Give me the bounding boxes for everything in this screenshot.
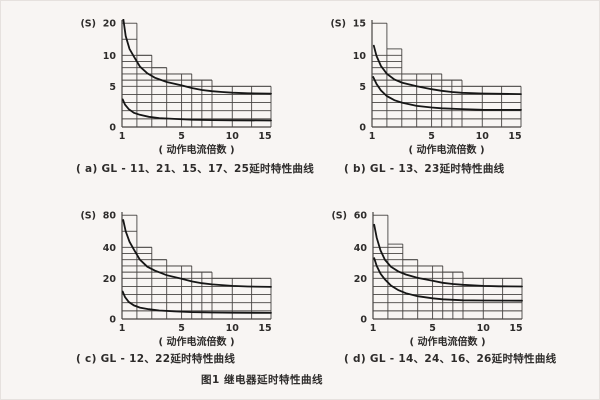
svg-text:15: 15 [509, 323, 522, 334]
chart-caption-a: ( a) GL - 11、21、15、17、25延时特性曲线 [76, 163, 315, 175]
svg-text:1: 1 [370, 323, 377, 334]
svg-text:15: 15 [258, 323, 271, 334]
y-unit-label: (S) [80, 19, 96, 30]
svg-text:5: 5 [428, 131, 435, 142]
svg-text:0: 0 [109, 123, 116, 134]
svg-text:10: 10 [103, 51, 117, 62]
curve-lower [122, 98, 272, 122]
axes [121, 20, 271, 128]
step-envelope [122, 214, 271, 279]
x-axis-title: ( 动作电流倍数 ) [408, 143, 484, 156]
svg-text:5: 5 [109, 82, 116, 93]
grid [372, 23, 522, 127]
y-unit-label: (S) [331, 211, 347, 222]
svg-text:40: 40 [354, 243, 368, 254]
svg-text:10: 10 [226, 323, 240, 334]
svg-text:5: 5 [359, 82, 366, 93]
curve-upper [372, 44, 522, 95]
curve-lower [122, 290, 272, 314]
svg-text:5: 5 [178, 131, 185, 142]
svg-text:10: 10 [476, 131, 490, 142]
curve-upper [122, 19, 272, 95]
svg-text:20: 20 [103, 19, 117, 30]
chart-panel-d: 0 20 40 60 1 5 10 15 (S)( 动作电流倍数 ) [311, 200, 543, 356]
svg-text:40: 40 [103, 243, 117, 254]
figure-title: 图1 继电器延时特性曲线 [201, 374, 323, 386]
step-envelope [372, 22, 521, 87]
curve-upper [373, 223, 523, 288]
svg-text:80: 80 [103, 211, 117, 222]
chart-panel-c: 0 20 40 80 1 5 10 15 (S)( 动作电流倍数 ) [60, 200, 292, 356]
svg-text:1: 1 [119, 131, 126, 142]
svg-text:15: 15 [508, 131, 521, 142]
svg-text:10: 10 [226, 131, 240, 142]
step-envelope [122, 22, 271, 87]
grid [122, 215, 272, 319]
chart-caption-d: ( d) GL - 14、24、16、26延时特性曲线 [344, 353, 557, 365]
svg-text:0: 0 [359, 123, 366, 134]
x-axis-title: ( 动作电流倍数 ) [409, 335, 485, 348]
axes [371, 20, 521, 128]
svg-text:15: 15 [353, 19, 366, 30]
chart-caption-b: ( b) GL - 13、23延时特性曲线 [344, 163, 505, 175]
svg-text:20: 20 [354, 274, 368, 285]
curve-lower [372, 76, 522, 111]
svg-text:20: 20 [103, 274, 117, 285]
chart-panel-b: 0 5 10 15 1 5 10 15 (S)( 动作电流倍数 ) [310, 8, 542, 164]
svg-text:1: 1 [369, 131, 376, 142]
x-axis-title: ( 动作电流倍数 ) [158, 143, 234, 156]
svg-text:5: 5 [429, 323, 436, 334]
svg-text:0: 0 [109, 315, 116, 326]
y-unit-label: (S) [330, 19, 346, 30]
svg-text:60: 60 [354, 211, 368, 222]
x-axis-title: ( 动作电流倍数 ) [158, 335, 234, 348]
grid [122, 23, 272, 127]
svg-text:1: 1 [119, 323, 126, 334]
curve-lower [373, 257, 523, 302]
axes [121, 212, 271, 320]
svg-text:15: 15 [258, 131, 271, 142]
svg-text:5: 5 [178, 323, 185, 334]
curve-upper [122, 219, 272, 288]
y-unit-label: (S) [80, 211, 96, 222]
axes [372, 212, 522, 320]
svg-text:10: 10 [353, 51, 367, 62]
svg-text:0: 0 [360, 315, 367, 326]
chart-caption-c: ( c) GL - 12、22延时特性曲线 [76, 353, 236, 365]
chart-panel-a: 0 5 10 20 1 5 10 15 (S)( 动作电流倍数 ) [60, 8, 292, 164]
step-envelope [373, 214, 522, 279]
svg-text:10: 10 [477, 323, 491, 334]
grid [373, 215, 523, 319]
